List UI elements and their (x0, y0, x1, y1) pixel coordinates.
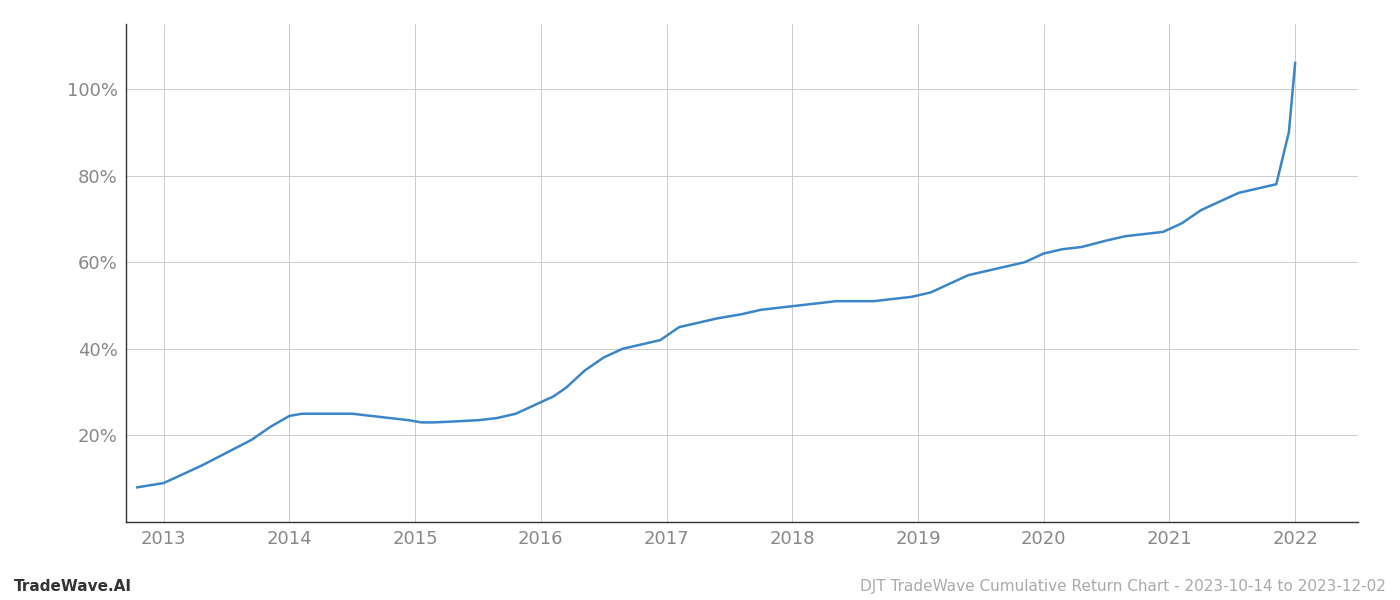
Text: TradeWave.AI: TradeWave.AI (14, 579, 132, 594)
Text: DJT TradeWave Cumulative Return Chart - 2023-10-14 to 2023-12-02: DJT TradeWave Cumulative Return Chart - … (860, 579, 1386, 594)
